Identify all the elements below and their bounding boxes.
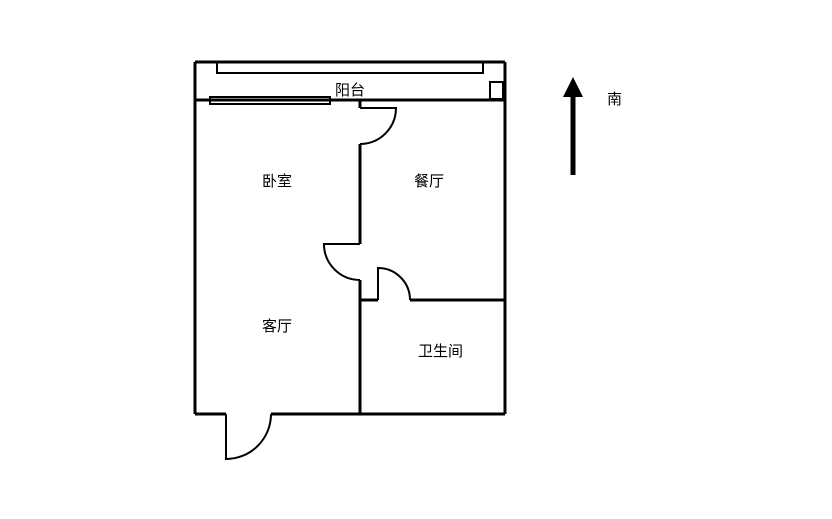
balcony-column: [490, 82, 503, 99]
label-balcony: 阳台: [335, 79, 365, 100]
label-living: 客厅: [262, 315, 292, 336]
floorplan-svg: [0, 0, 832, 519]
door-dining: [360, 108, 396, 144]
floorplan-container: 阳台 卧室 餐厅 客厅 卫生间 南: [0, 0, 832, 519]
label-dining: 餐厅: [414, 170, 444, 191]
label-bathroom: 卫生间: [418, 340, 463, 361]
compass-label: 南: [607, 88, 622, 109]
balcony-rail: [217, 62, 483, 73]
door-bedroom: [324, 244, 360, 280]
compass-arrow: [558, 75, 588, 180]
label-bedroom: 卧室: [262, 170, 292, 191]
door-bathroom: [378, 268, 410, 300]
door-living: [226, 414, 271, 459]
